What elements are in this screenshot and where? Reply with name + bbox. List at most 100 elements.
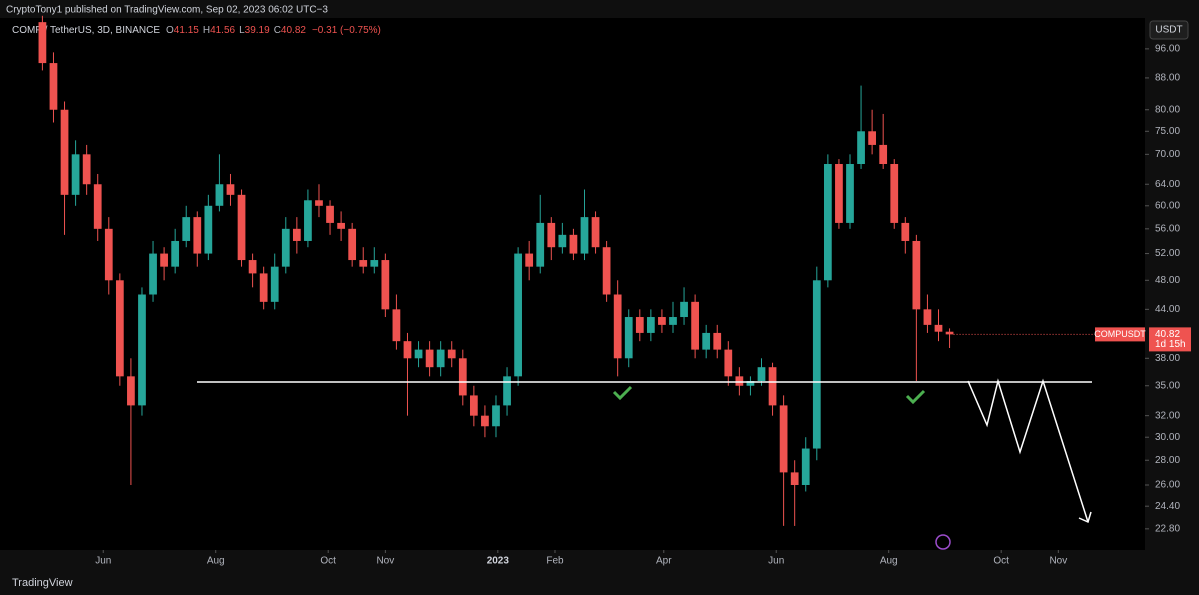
candle-body	[60, 109, 69, 195]
countdown: 1d 15h	[1155, 339, 1186, 350]
candle-body	[104, 228, 113, 281]
symbol-tag-bg	[1095, 327, 1145, 342]
candle-body	[746, 381, 755, 386]
y-tick-label: 32.00	[1155, 410, 1180, 421]
currency-label: USDT	[1155, 25, 1182, 36]
y-tick-label: 48.00	[1155, 275, 1180, 286]
candle-body	[912, 240, 921, 310]
candle-body	[857, 131, 865, 165]
candle-body	[49, 63, 58, 110]
projection-path	[967, 378, 1089, 523]
candle-body	[713, 332, 722, 350]
candle-body	[204, 205, 213, 254]
candle-body	[846, 164, 854, 223]
candle-body	[779, 405, 788, 473]
candle-body	[127, 376, 135, 406]
y-tick-label: 26.00	[1155, 480, 1180, 491]
candle-body	[436, 349, 445, 368]
y-tick-label: 28.00	[1155, 455, 1180, 466]
y-tick-label: 64.00	[1155, 179, 1180, 190]
candle-body	[403, 341, 412, 359]
check-mark	[612, 385, 633, 401]
candle-body	[591, 217, 600, 248]
ohlc-value: 41.56	[210, 25, 235, 36]
candle-body	[901, 222, 910, 241]
candle-body	[735, 376, 744, 386]
candle-body	[569, 234, 578, 254]
candle-body	[525, 253, 534, 267]
candle-body	[879, 144, 888, 165]
y-tick-label: 75.00	[1155, 126, 1180, 137]
ohlc-prefix: O	[166, 25, 174, 36]
candle-body	[359, 260, 368, 267]
x-tick-label: Jun	[95, 556, 111, 567]
candle-body	[215, 184, 224, 206]
y-tick-label: 24.40	[1155, 501, 1180, 512]
candle-body	[812, 280, 821, 449]
candle-body	[469, 395, 478, 416]
candle-body	[304, 200, 312, 241]
candle-body	[270, 266, 279, 302]
y-tick-label: 38.00	[1155, 353, 1180, 364]
candle-body	[635, 317, 644, 333]
candle-body	[801, 448, 810, 485]
candle-body	[281, 228, 290, 267]
x-tick-label: 2023	[487, 556, 510, 567]
published-line: CryptoTony1 published on TradingView.com…	[6, 5, 328, 16]
y-tick-label: 22.80	[1155, 523, 1180, 534]
arrow-head	[1078, 511, 1092, 524]
candle-body	[658, 317, 666, 325]
candle-body	[115, 280, 124, 377]
x-tick-label: Apr	[656, 556, 672, 567]
ohlc-prefix: L	[239, 25, 245, 36]
candle-body	[558, 234, 567, 248]
x-tick-label: Nov	[376, 556, 394, 567]
y-tick-label: 60.00	[1155, 200, 1180, 211]
candle-body	[149, 253, 157, 295]
ohlc-prefix: H	[203, 25, 210, 36]
candle-body	[823, 164, 832, 281]
candle-body	[348, 228, 357, 261]
candle-body	[425, 349, 434, 368]
candle-body	[835, 164, 843, 223]
y-tick-label: 30.00	[1155, 432, 1180, 443]
currency-button[interactable]	[1149, 20, 1189, 40]
projection	[967, 378, 1092, 524]
x-tick-label: Jun	[768, 556, 784, 567]
y-tick-label: 80.00	[1155, 104, 1180, 115]
candle-body	[691, 301, 699, 350]
candle-body	[868, 131, 876, 145]
candle-body	[503, 376, 511, 406]
candle-body	[38, 22, 47, 64]
candle-body	[248, 260, 257, 274]
legend: COMP / TetherUS, 3D, BINANCE O41.15 H41.56…	[12, 25, 381, 36]
x-tick-label: Aug	[880, 556, 898, 567]
symbol-tag: COMPUSDT	[1094, 329, 1146, 339]
candle-body	[160, 253, 168, 267]
event-icon[interactable]	[935, 534, 951, 550]
candle-body	[259, 273, 268, 302]
price-tag-bg	[1149, 327, 1191, 352]
candle-body	[292, 228, 301, 241]
candle-body	[547, 222, 556, 248]
y-tick-label: 70.00	[1155, 149, 1180, 160]
candle-body	[492, 405, 500, 427]
plot-area	[0, 18, 1145, 550]
candle-body	[536, 222, 545, 267]
candle-body	[757, 367, 766, 382]
candle-body	[458, 358, 467, 396]
candle-body	[447, 349, 456, 359]
price-tag: 40.82	[1155, 329, 1180, 340]
candle-body	[945, 331, 954, 335]
ohlc-prefix: C	[274, 25, 281, 36]
candle-body	[182, 217, 191, 241]
x-tick-label: Oct	[320, 556, 336, 567]
candle-body	[514, 253, 522, 377]
candle-body	[646, 317, 655, 333]
candle-body	[226, 184, 235, 195]
candle-body	[724, 349, 733, 377]
candle-body	[702, 332, 711, 350]
candle-body	[923, 309, 932, 325]
candle-body	[934, 324, 943, 332]
